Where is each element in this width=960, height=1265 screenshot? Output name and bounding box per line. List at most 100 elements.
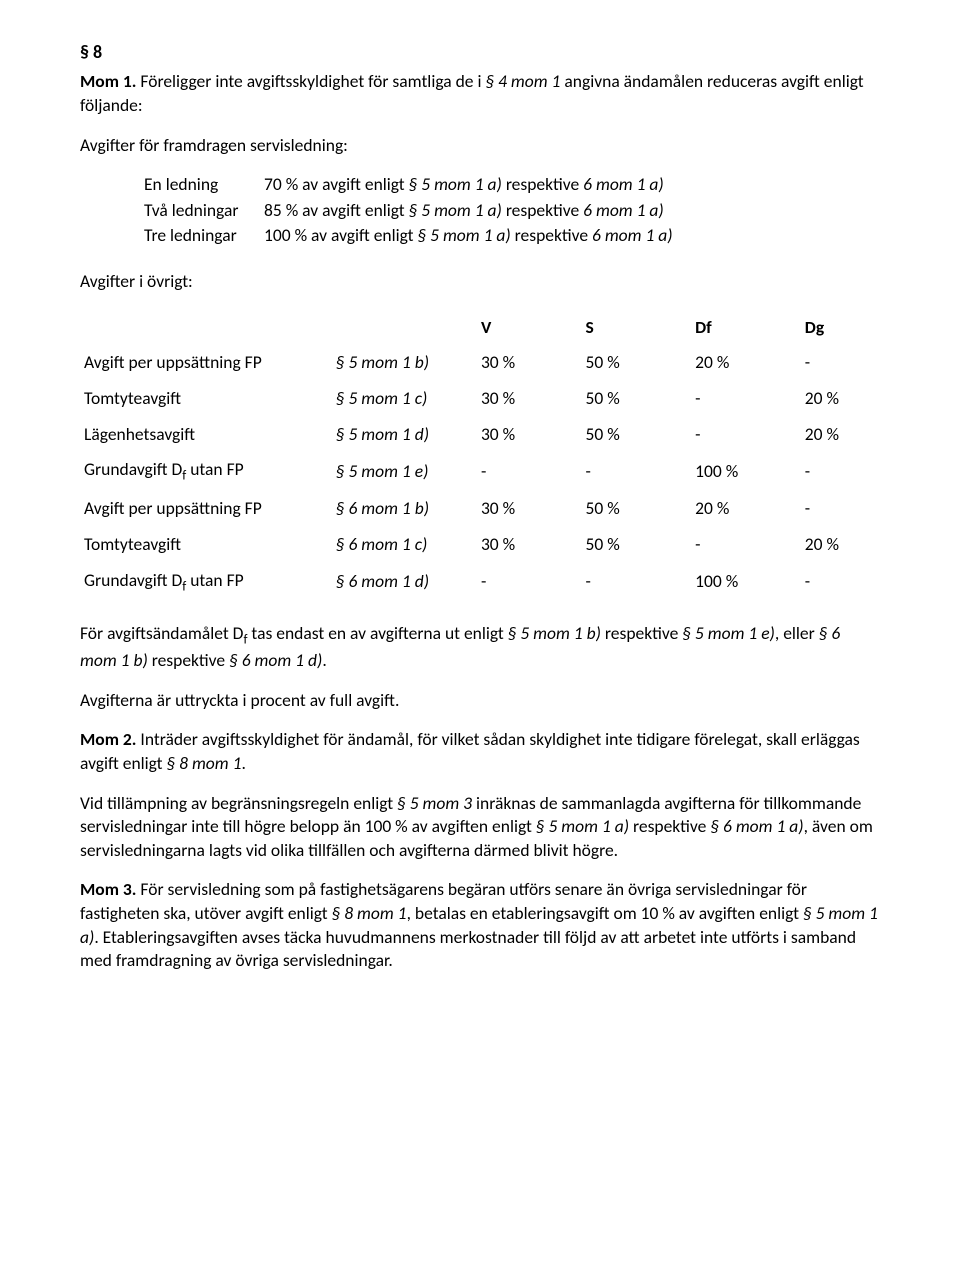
row-s: 50 % — [582, 345, 692, 381]
ledningar-block: En ledning70 % av avgift enligt § 5 mom … — [144, 173, 880, 250]
mom2-ref: § 8 mom 1 — [166, 752, 241, 774]
mom1-label: Mom 1. — [80, 70, 136, 92]
row-ref: § 6 mom 1 d) — [332, 563, 477, 602]
row-s: - — [582, 563, 692, 602]
ledningar-table: En ledning70 % av avgift enligt § 5 mom … — [144, 173, 673, 250]
row-v: 30 % — [477, 527, 582, 563]
para-df-ref2: § 5 mom 1 e) — [682, 622, 775, 644]
row-s: 50 % — [582, 417, 692, 453]
mom2-para1: Mom 2. Inträder avgiftsskyldighet för än… — [80, 728, 880, 775]
ledningar-label: En ledning — [144, 173, 264, 199]
mom3-label: Mom 3. — [80, 878, 136, 900]
row-df: - — [691, 381, 801, 417]
row-dg: 20 % — [801, 417, 880, 453]
row-df: 20 % — [691, 491, 801, 527]
mom1-paragraph: Mom 1. Föreligger inte avgiftsskyldighet… — [80, 70, 880, 117]
para-df-b: tas endast en av avgifterna ut enligt — [247, 622, 507, 644]
para-df-c: respektive — [601, 622, 682, 644]
row-ref: § 6 mom 1 b) — [332, 491, 477, 527]
table-row: Avgift per uppsättning FP§ 5 mom 1 b)30 … — [80, 345, 880, 381]
row-v: 30 % — [477, 345, 582, 381]
avgift-table: V S Df Dg Avgift per uppsättning FP§ 5 m… — [80, 310, 880, 602]
row-ref: § 5 mom 1 e) — [332, 452, 477, 491]
para-df-a: För avgiftsändamålet D — [80, 622, 243, 644]
ledningar-label: Två ledningar — [144, 199, 264, 225]
row-name: Avgift per uppsättning FP — [80, 345, 332, 381]
mom3-b: , betalas en etableringsavgift om 10 % a… — [407, 902, 803, 924]
section-heading: § 8 — [80, 40, 880, 64]
ledningar-text: 85 % av avgift enligt § 5 mom 1 a) respe… — [264, 199, 673, 225]
row-ref: § 5 mom 1 c) — [332, 381, 477, 417]
mom2-p2-a: Vid tillämpning av begränsningsregeln en… — [80, 792, 397, 814]
para-df-ref4: § 6 mom 1 d) — [229, 649, 322, 671]
mom2-label: Mom 2. — [80, 728, 136, 750]
document-page: § 8 Mom 1. Föreligger inte avgiftsskyldi… — [0, 0, 960, 1265]
row-dg: - — [801, 563, 880, 602]
mom3-ref1: § 8 mom 1 — [332, 902, 407, 924]
row-df: 100 % — [691, 563, 801, 602]
row-df: 100 % — [691, 452, 801, 491]
row-s: 50 % — [582, 381, 692, 417]
row-v: - — [477, 452, 582, 491]
row-s: - — [582, 452, 692, 491]
row-dg: - — [801, 491, 880, 527]
row-df: - — [691, 527, 801, 563]
mom2-b: . — [241, 752, 245, 774]
ledningar-label: Tre ledningar — [144, 224, 264, 250]
row-ref: § 5 mom 1 b) — [332, 345, 477, 381]
table-row: Grundavgift Df utan FP§ 6 mom 1 d)--100 … — [80, 563, 880, 602]
ledningar-row: En ledning70 % av avgift enligt § 5 mom … — [144, 173, 673, 199]
row-ref: § 6 mom 1 c) — [332, 527, 477, 563]
row-name: Tomtyteavgift — [80, 381, 332, 417]
row-dg: - — [801, 452, 880, 491]
row-df: - — [691, 417, 801, 453]
row-dg: - — [801, 345, 880, 381]
para-percent: Avgifterna är uttryckta i procent av ful… — [80, 689, 880, 713]
row-name: Tomtyteavgift — [80, 527, 332, 563]
row-s: 50 % — [582, 527, 692, 563]
col-header-v: V — [477, 310, 582, 346]
col-header-dg: Dg — [801, 310, 880, 346]
row-name: Lägenhetsavgift — [80, 417, 332, 453]
table-row: Avgift per uppsättning FP§ 6 mom 1 b)30 … — [80, 491, 880, 527]
row-df: 20 % — [691, 345, 801, 381]
mom2-para2: Vid tillämpning av begränsningsregeln en… — [80, 792, 880, 863]
para-df-f: . — [322, 649, 326, 671]
mom2-p2-ref2: § 5 mom 1 a) — [536, 815, 629, 837]
row-dg: 20 % — [801, 381, 880, 417]
para-df-e: respektive — [148, 649, 229, 671]
ledningar-row: Tre ledningar100 % av avgift enligt § 5 … — [144, 224, 673, 250]
table-row: Grundavgift Df utan FP§ 5 mom 1 e)--100 … — [80, 452, 880, 491]
subhead-framdragen: Avgifter för framdragen servisledning: — [80, 134, 880, 158]
para-df-d: , eller — [775, 622, 819, 644]
row-name: Grundavgift Df utan FP — [80, 452, 332, 491]
row-v: 30 % — [477, 417, 582, 453]
mom2-p2-ref3: § 6 mom 1 a) — [710, 815, 803, 837]
row-v: 30 % — [477, 381, 582, 417]
row-dg: 20 % — [801, 527, 880, 563]
row-name: Avgift per uppsättning FP — [80, 491, 332, 527]
mom2-p2-ref1: § 5 mom 3 — [397, 792, 472, 814]
row-name: Grundavgift Df utan FP — [80, 563, 332, 602]
col-header-s: S — [582, 310, 692, 346]
table-header-row: V S Df Dg — [80, 310, 880, 346]
mom3-c: . Etableringsavgiften avses täcka huvudm… — [80, 926, 856, 972]
row-v: 30 % — [477, 491, 582, 527]
table-row: Tomtyteavgift§ 5 mom 1 c)30 %50 %-20 % — [80, 381, 880, 417]
para-df: För avgiftsändamålet Df tas endast en av… — [80, 622, 880, 673]
mom3-para: Mom 3. För servisledning som på fastighe… — [80, 878, 880, 973]
ledningar-row: Två ledningar85 % av avgift enligt § 5 m… — [144, 199, 673, 225]
table-row: Lägenhetsavgift§ 5 mom 1 d)30 %50 %-20 % — [80, 417, 880, 453]
row-v: - — [477, 563, 582, 602]
row-s: 50 % — [582, 491, 692, 527]
mom1-text-a: Föreligger inte avgiftsskyldighet för sa… — [140, 70, 485, 92]
para-df-ref1: § 5 mom 1 b) — [508, 622, 601, 644]
ledningar-text: 100 % av avgift enligt § 5 mom 1 a) resp… — [264, 224, 673, 250]
row-ref: § 5 mom 1 d) — [332, 417, 477, 453]
table-row: Tomtyteavgift§ 6 mom 1 c)30 %50 %-20 % — [80, 527, 880, 563]
ledningar-text: 70 % av avgift enligt § 5 mom 1 a) respe… — [264, 173, 673, 199]
mom1-ref: § 4 mom 1 — [485, 70, 560, 92]
col-header-df: Df — [691, 310, 801, 346]
mom2-p2-c: respektive — [629, 815, 710, 837]
subhead-ovrigt: Avgifter i övrigt: — [80, 270, 880, 294]
